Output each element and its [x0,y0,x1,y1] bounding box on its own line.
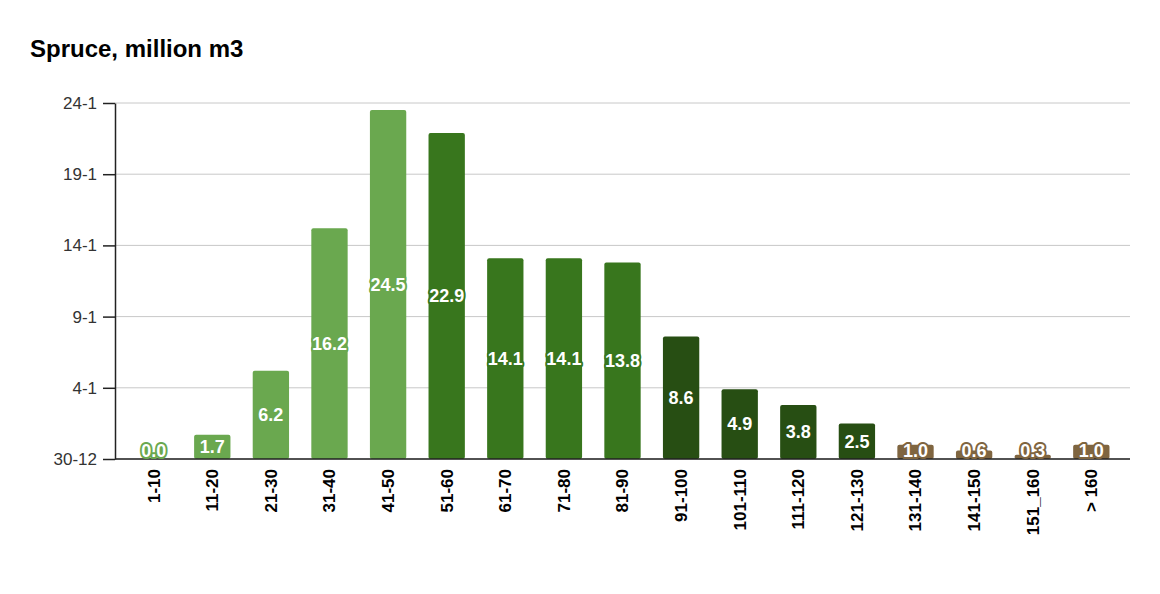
x-tick: 1-10 [145,469,164,503]
x-tick: 141-150 [965,469,984,531]
x-tick-label: 121-130 [848,469,867,531]
x-tick-label: 61-70 [496,469,515,512]
y-tick: 19-1 [63,165,115,184]
x-tick: 31-40 [320,469,339,512]
bar [487,258,523,459]
chart: Spruce, million m3 30-12 4-1 9-1 14-1 19-1 24-… [0,0,1160,594]
bar [429,133,465,459]
x-tick-label: 151_160 [1024,469,1043,535]
y-tick-mark [103,174,115,176]
data-label: 14.1 [546,349,581,369]
y-tick: 14-1 [63,236,115,255]
data-label: 1.7 [200,437,225,457]
y-tick-mark [103,316,115,318]
data-label: 16.2 [312,334,347,354]
x-tick: 151_160 [1024,469,1043,535]
x-tick: 91-100 [672,469,691,522]
y-tick: 9-1 [72,308,115,327]
x-tick: 41-50 [379,469,398,512]
data-label: 13.8 [605,351,640,371]
y-tick: 30-12 [54,450,115,469]
y-tick: 4-1 [72,379,115,398]
data-label: 1.0 [903,441,928,461]
grid-line [115,245,1130,246]
bar [546,258,582,459]
data-label: 1.0 [1079,441,1104,461]
x-tick: 81-90 [613,469,632,512]
grid [115,103,1130,459]
x-tick-label: > 160 [1082,469,1101,512]
y-tick-label: 9-1 [72,308,97,327]
y-tick-label: 24-1 [63,94,97,113]
data-label: 0.6 [962,441,987,461]
bar [194,435,230,459]
x-tick-label: 21-30 [262,469,281,512]
data-labels: 0.0 1.7 6.2 16.2 24.5 22.9 14.1 14.1 13.8 8.6 4.9 3… [141,275,1104,461]
x-tick: 131-140 [906,469,925,531]
x-tick: 21-30 [262,469,281,512]
data-label: 0.3 [1020,441,1045,461]
x-tick-label: 81-90 [613,469,632,512]
y-tick-mark [103,388,115,390]
data-label: 8.6 [669,388,694,408]
bars [194,110,1109,459]
x-tick-label: 131-140 [906,469,925,531]
x-tick-label: 101-110 [731,469,750,530]
x-tick-label: 1-10 [145,469,164,503]
x-tick-label: 91-100 [672,469,691,522]
x-tick-label: 31-40 [320,469,339,512]
bar [780,405,816,459]
x-tick-label: 51-60 [438,469,457,512]
y-tick-label: 30-12 [54,450,97,469]
y-axis: 30-12 4-1 9-1 14-1 19-1 24-1 [54,94,116,469]
data-label: 14.1 [488,349,523,369]
y-tick-label: 4-1 [72,379,97,398]
data-label: 22.9 [429,286,464,306]
bar [839,423,875,459]
x-tick: 51-60 [438,469,457,512]
x-tick: 11-20 [203,469,222,512]
y-tick-mark [103,459,115,461]
data-label: 3.8 [786,422,811,442]
grid-line [115,103,1130,104]
y-axis-line [115,104,117,460]
y-tick-mark [103,103,115,105]
x-tick: 71-80 [555,469,574,512]
x-tick: 121-130 [848,469,867,531]
bar [604,262,640,459]
x-tick-label: 111-120 [789,469,808,530]
data-label: 24.5 [371,275,406,295]
bar [253,371,289,459]
y-tick: 24-1 [63,94,115,113]
y-tick-mark [103,245,115,247]
bar [370,110,406,459]
grid-line [115,174,1130,175]
x-tick: 111-120 [789,469,808,530]
x-tick-label: 71-80 [555,469,574,512]
x-axis: 1-10 11-20 21-30 31-40 41-50 51-60 61-70 71-80 8… [115,459,1130,535]
data-label: 2.5 [844,432,869,452]
data-label: 6.2 [258,405,283,425]
x-tick: 101-110 [731,469,750,530]
bar [722,389,758,459]
bar [663,337,699,459]
x-tick-label: 41-50 [379,469,398,512]
x-tick-label: 11-20 [203,469,222,512]
data-label: 4.9 [727,414,752,434]
x-tick: > 160 [1082,469,1101,512]
bar [311,228,347,459]
y-tick-label: 19-1 [63,165,97,184]
chart-title: Spruce, million m3 [30,35,243,62]
y-tick-label: 14-1 [63,236,97,255]
data-label: 0.0 [141,441,166,461]
x-tick-label: 141-150 [965,469,984,531]
x-tick: 61-70 [496,469,515,512]
